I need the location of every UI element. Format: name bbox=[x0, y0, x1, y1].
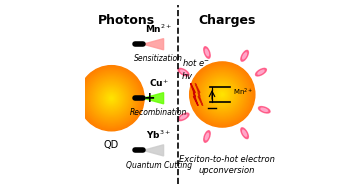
Circle shape bbox=[218, 90, 227, 99]
Text: hv: hv bbox=[181, 71, 192, 81]
Text: Mn$^{2+}$: Mn$^{2+}$ bbox=[232, 87, 253, 98]
Circle shape bbox=[108, 95, 115, 101]
Text: Mn$^{2+}$: Mn$^{2+}$ bbox=[145, 22, 172, 35]
Circle shape bbox=[205, 77, 240, 112]
Circle shape bbox=[207, 79, 237, 110]
Circle shape bbox=[101, 87, 122, 109]
Circle shape bbox=[80, 67, 143, 130]
Circle shape bbox=[206, 78, 238, 111]
Circle shape bbox=[201, 73, 244, 116]
Text: QD: QD bbox=[104, 140, 119, 150]
Ellipse shape bbox=[241, 128, 248, 139]
Text: Recombination: Recombination bbox=[130, 108, 188, 118]
Ellipse shape bbox=[258, 107, 270, 113]
Circle shape bbox=[110, 97, 112, 99]
Circle shape bbox=[192, 64, 253, 125]
Circle shape bbox=[82, 69, 141, 128]
Ellipse shape bbox=[181, 115, 186, 119]
Circle shape bbox=[97, 84, 126, 112]
Circle shape bbox=[84, 71, 139, 125]
Ellipse shape bbox=[178, 113, 189, 121]
Circle shape bbox=[197, 70, 247, 119]
Circle shape bbox=[195, 67, 250, 122]
Circle shape bbox=[216, 88, 229, 101]
Circle shape bbox=[104, 91, 119, 106]
Circle shape bbox=[87, 74, 135, 122]
Circle shape bbox=[212, 85, 232, 104]
Ellipse shape bbox=[241, 50, 248, 61]
Circle shape bbox=[221, 93, 223, 96]
Ellipse shape bbox=[205, 133, 208, 140]
Circle shape bbox=[193, 65, 252, 124]
Circle shape bbox=[91, 78, 132, 119]
Ellipse shape bbox=[258, 70, 264, 74]
Ellipse shape bbox=[204, 47, 210, 58]
Circle shape bbox=[107, 94, 116, 103]
Text: +: + bbox=[144, 91, 155, 105]
Circle shape bbox=[109, 96, 114, 100]
Circle shape bbox=[93, 80, 130, 117]
Ellipse shape bbox=[261, 108, 267, 111]
Circle shape bbox=[217, 89, 228, 100]
Ellipse shape bbox=[243, 130, 246, 136]
Circle shape bbox=[95, 82, 128, 115]
Circle shape bbox=[208, 80, 236, 109]
Circle shape bbox=[100, 86, 124, 110]
Text: Photons: Photons bbox=[98, 14, 155, 27]
Text: hot e$^{-}$: hot e$^{-}$ bbox=[182, 57, 210, 68]
Text: Yb$^{3+}$: Yb$^{3+}$ bbox=[146, 129, 171, 141]
Circle shape bbox=[105, 92, 118, 105]
Polygon shape bbox=[191, 83, 198, 106]
Circle shape bbox=[191, 63, 254, 126]
Circle shape bbox=[86, 73, 136, 123]
Circle shape bbox=[203, 75, 242, 114]
Ellipse shape bbox=[256, 68, 266, 76]
Polygon shape bbox=[195, 83, 203, 106]
Circle shape bbox=[89, 75, 134, 121]
Text: Quantum Cutting: Quantum Cutting bbox=[126, 161, 192, 170]
Circle shape bbox=[209, 81, 235, 108]
Circle shape bbox=[94, 81, 129, 116]
Text: Cu$^{+}$: Cu$^{+}$ bbox=[149, 77, 169, 89]
Circle shape bbox=[106, 93, 117, 104]
Circle shape bbox=[90, 77, 133, 120]
Ellipse shape bbox=[181, 70, 186, 74]
Circle shape bbox=[194, 66, 251, 123]
Circle shape bbox=[79, 66, 144, 131]
Ellipse shape bbox=[204, 131, 210, 142]
Text: Exciton-to-hot electron
upconversion: Exciton-to-hot electron upconversion bbox=[179, 155, 275, 175]
Circle shape bbox=[92, 79, 131, 118]
Circle shape bbox=[213, 86, 231, 103]
Circle shape bbox=[204, 76, 241, 113]
Circle shape bbox=[210, 83, 234, 106]
Circle shape bbox=[99, 85, 125, 111]
Circle shape bbox=[83, 70, 140, 126]
Polygon shape bbox=[143, 39, 164, 50]
Polygon shape bbox=[143, 145, 164, 156]
Ellipse shape bbox=[178, 68, 189, 76]
Circle shape bbox=[96, 83, 127, 113]
Polygon shape bbox=[143, 93, 164, 104]
Circle shape bbox=[190, 62, 255, 127]
Circle shape bbox=[202, 74, 243, 115]
Circle shape bbox=[215, 87, 230, 102]
Circle shape bbox=[200, 72, 245, 117]
Circle shape bbox=[85, 72, 137, 124]
Circle shape bbox=[219, 91, 226, 98]
Circle shape bbox=[81, 68, 142, 129]
Circle shape bbox=[220, 92, 225, 97]
Circle shape bbox=[102, 88, 121, 108]
Ellipse shape bbox=[243, 53, 246, 59]
Circle shape bbox=[198, 71, 246, 118]
Ellipse shape bbox=[205, 49, 208, 56]
Text: Sensitization: Sensitization bbox=[135, 54, 183, 64]
Circle shape bbox=[103, 90, 120, 107]
Circle shape bbox=[196, 68, 248, 121]
Circle shape bbox=[211, 84, 233, 105]
Text: Charges: Charges bbox=[198, 14, 256, 27]
